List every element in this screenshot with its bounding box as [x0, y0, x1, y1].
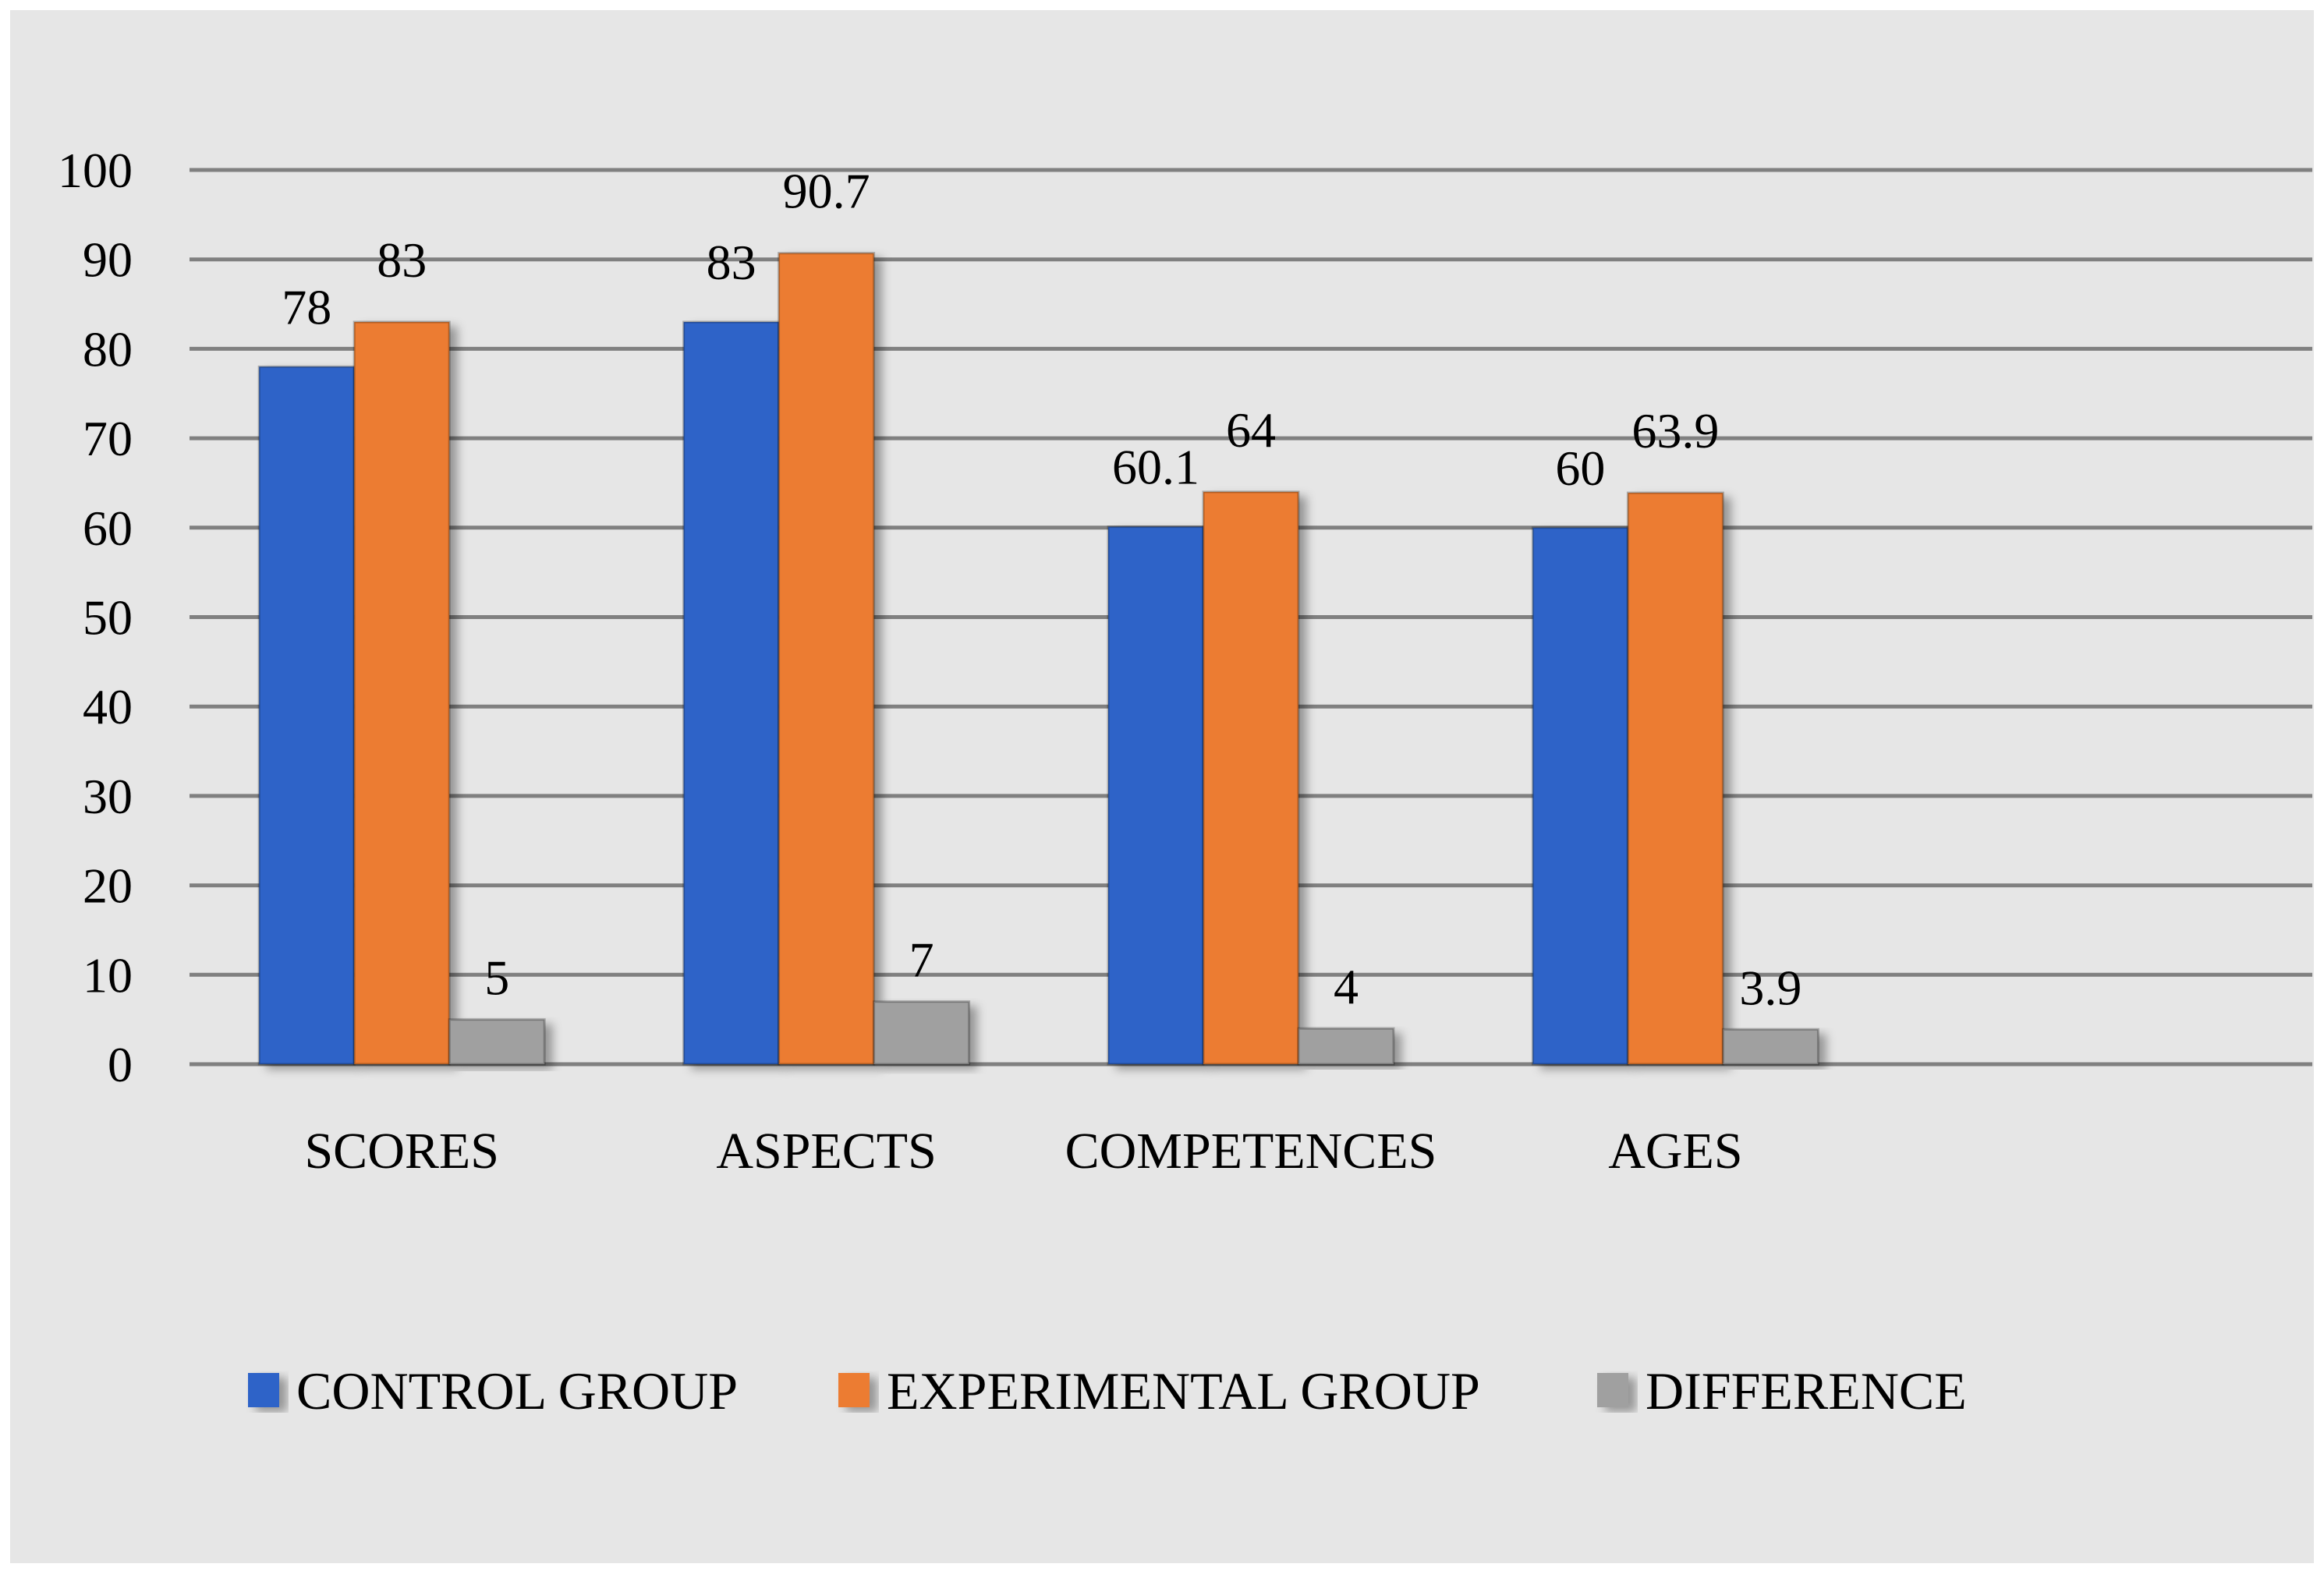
- data-label: 5: [484, 950, 509, 1006]
- data-label: 3.9: [1739, 960, 1801, 1015]
- bar-difference: [448, 1018, 546, 1066]
- data-label: 60: [1555, 440, 1605, 496]
- bar-difference: [873, 1000, 971, 1066]
- y-tick-label: 20: [83, 858, 133, 914]
- bar-control-group: [682, 320, 781, 1066]
- bar-control-group: [1107, 525, 1205, 1066]
- data-label: 64: [1226, 402, 1276, 458]
- bar-experimental-group: [352, 320, 451, 1066]
- x-tick-label: ASPECTS: [716, 1123, 936, 1180]
- bar-control-group: [1531, 526, 1629, 1066]
- y-tick-label: 60: [83, 501, 133, 556]
- legend-label: DIFFERENCE: [1646, 1361, 1967, 1421]
- legend-swatch: [838, 1373, 870, 1407]
- bar-control-group: [257, 365, 356, 1066]
- legend-swatch: [1597, 1373, 1628, 1407]
- bar-experimental-group: [1202, 490, 1300, 1066]
- legend-swatch: [248, 1373, 279, 1407]
- x-tick-label: COMPETENCES: [1065, 1123, 1437, 1180]
- data-label: 4: [1334, 959, 1359, 1014]
- y-tick-label: 100: [58, 143, 133, 198]
- y-tick-label: 10: [83, 947, 133, 1003]
- data-label: 78: [282, 279, 331, 334]
- bar-difference: [1721, 1028, 1819, 1066]
- y-tick-label: 50: [83, 590, 133, 646]
- x-tick-label: AGES: [1608, 1123, 1742, 1180]
- legend-label: CONTROL GROUP: [296, 1361, 738, 1421]
- data-label: 90.7: [783, 164, 870, 219]
- data-label: 83: [707, 235, 756, 290]
- bar-difference: [1297, 1027, 1395, 1066]
- bar-experimental-group: [1626, 491, 1724, 1066]
- data-label: 7: [909, 932, 934, 988]
- data-label: 83: [377, 232, 427, 288]
- data-label: 63.9: [1631, 403, 1719, 458]
- y-tick-label: 80: [83, 321, 133, 377]
- bar-experimental-group: [778, 252, 876, 1066]
- y-tick-label: 0: [108, 1037, 133, 1092]
- data-label: 60.1: [1112, 440, 1199, 495]
- y-tick-label: 90: [83, 232, 133, 288]
- y-tick-label: 70: [83, 411, 133, 466]
- legend-label: EXPERIMENTAL GROUP: [887, 1361, 1480, 1421]
- y-tick-label: 30: [83, 769, 133, 824]
- y-tick-label: 40: [83, 679, 133, 734]
- x-tick-label: SCORES: [304, 1123, 498, 1180]
